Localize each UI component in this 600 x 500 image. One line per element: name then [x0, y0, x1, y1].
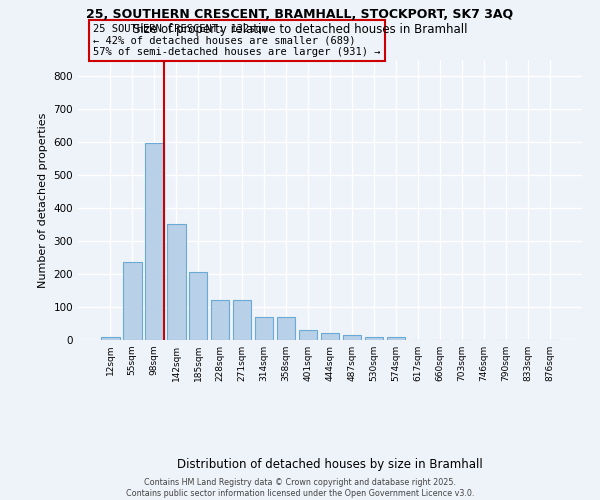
- Bar: [233, 300, 251, 340]
- Bar: [255, 317, 274, 340]
- Bar: [320, 334, 340, 340]
- Text: Contains HM Land Registry data © Crown copyright and database right 2025.
Contai: Contains HM Land Registry data © Crown c…: [126, 478, 474, 498]
- Bar: [211, 300, 229, 340]
- Bar: [365, 336, 383, 340]
- Text: 25, SOUTHERN CRESCENT, BRAMHALL, STOCKPORT, SK7 3AQ: 25, SOUTHERN CRESCENT, BRAMHALL, STOCKPO…: [86, 8, 514, 20]
- Bar: [167, 224, 185, 340]
- Text: Size of property relative to detached houses in Bramhall: Size of property relative to detached ho…: [133, 22, 467, 36]
- Bar: [145, 144, 164, 340]
- Y-axis label: Number of detached properties: Number of detached properties: [38, 112, 48, 288]
- Bar: [101, 338, 119, 340]
- Bar: [299, 330, 317, 340]
- Bar: [277, 317, 295, 340]
- Bar: [386, 336, 405, 340]
- X-axis label: Distribution of detached houses by size in Bramhall: Distribution of detached houses by size …: [177, 458, 483, 470]
- Bar: [343, 335, 361, 340]
- Bar: [123, 262, 142, 340]
- Bar: [189, 272, 208, 340]
- Text: 25 SOUTHERN CRESCENT: 132sqm
← 42% of detached houses are smaller (689)
57% of s: 25 SOUTHERN CRESCENT: 132sqm ← 42% of de…: [93, 24, 380, 57]
